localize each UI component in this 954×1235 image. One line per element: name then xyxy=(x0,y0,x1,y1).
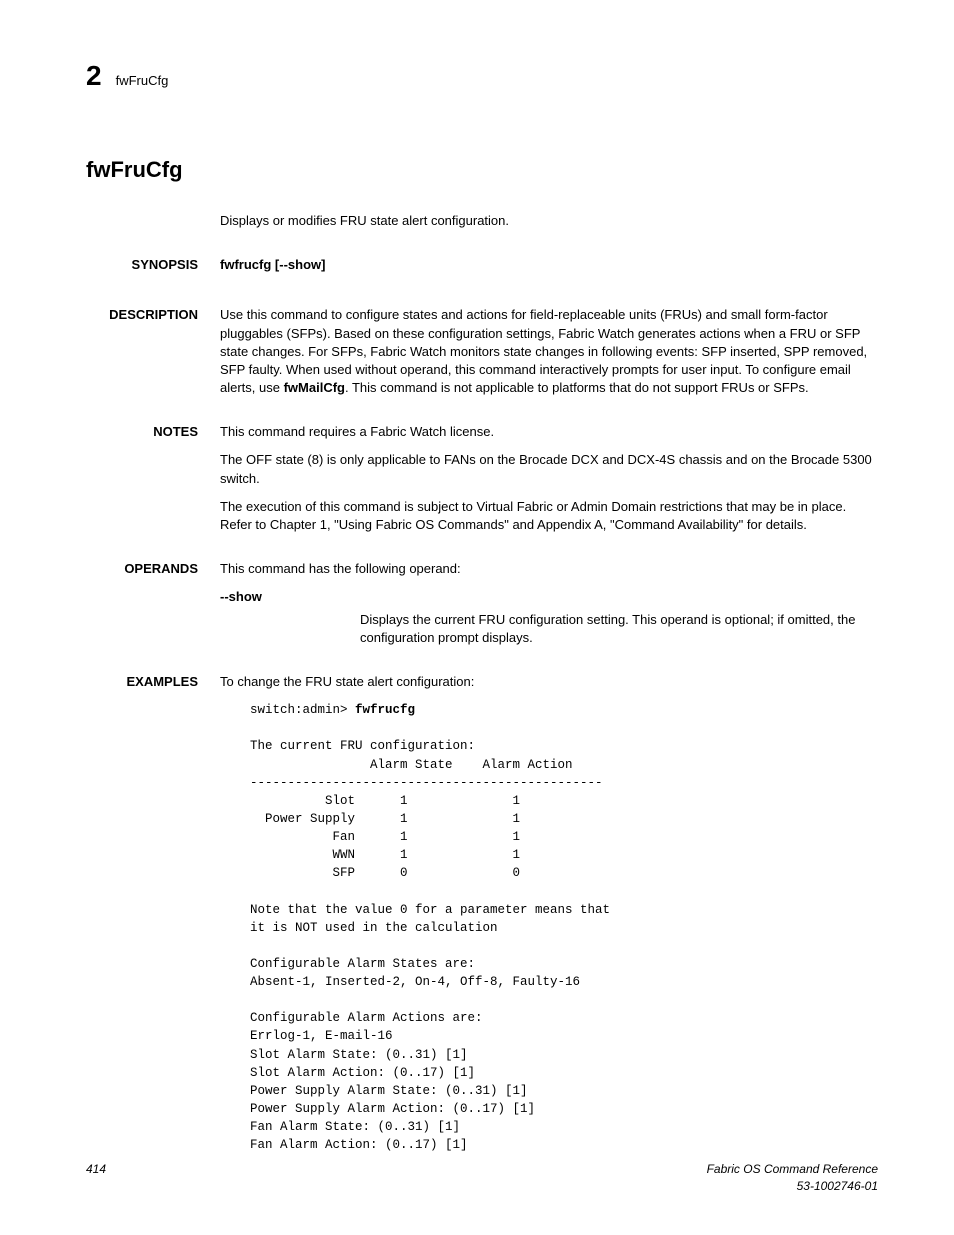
synopsis-cmd: fwfrucfg xyxy=(220,257,271,272)
examples-body: To change the FRU state alert configurat… xyxy=(220,673,878,1154)
examples-label: EXAMPLES xyxy=(86,673,220,1154)
operands-intro: This command has the following operand: xyxy=(220,560,878,578)
operand-description: Displays the current FRU configuration s… xyxy=(360,611,878,647)
synopsis-args: [--show] xyxy=(275,257,326,272)
page-footer: 414 Fabric OS Command Reference 53-10027… xyxy=(86,1161,878,1195)
example-output: The current FRU configuration: Alarm Sta… xyxy=(250,739,610,1152)
operand-name: --show xyxy=(220,588,878,606)
example-code-block: switch:admin> fwfrucfg The current FRU c… xyxy=(250,701,878,1154)
description-text-post: . This command is not applicable to plat… xyxy=(345,380,809,395)
operands-section: OPERANDS This command has the following … xyxy=(86,560,878,647)
example-cmd: fwfrucfg xyxy=(355,703,415,717)
notes-body: This command requires a Fabric Watch lic… xyxy=(220,423,878,544)
examples-intro: To change the FRU state alert configurat… xyxy=(220,673,878,691)
synopsis-body: fwfrucfg [--show] xyxy=(220,256,878,274)
example-prompt: switch:admin> xyxy=(250,703,355,717)
command-title: fwFruCfg xyxy=(86,155,878,186)
description-section: DESCRIPTION Use this command to configur… xyxy=(86,306,878,407)
synopsis-section: SYNOPSIS fwfrucfg [--show] xyxy=(86,256,878,274)
notes-p1: This command requires a Fabric Watch lic… xyxy=(220,423,878,441)
header-command-name: fwFruCfg xyxy=(116,72,169,90)
notes-p3: The execution of this command is subject… xyxy=(220,498,878,534)
description-label: DESCRIPTION xyxy=(86,306,220,407)
description-bold-cmd: fwMailCfg xyxy=(284,380,345,395)
footer-page-number: 414 xyxy=(86,1161,106,1195)
footer-doc-id: 53-1002746-01 xyxy=(707,1178,878,1195)
footer-doc-info: Fabric OS Command Reference 53-1002746-0… xyxy=(707,1161,878,1195)
page-header: 2 fwFruCfg xyxy=(86,56,878,95)
notes-label: NOTES xyxy=(86,423,220,544)
synopsis-label: SYNOPSIS xyxy=(86,256,220,274)
notes-section: NOTES This command requires a Fabric Wat… xyxy=(86,423,878,544)
examples-section: EXAMPLES To change the FRU state alert c… xyxy=(86,673,878,1154)
chapter-number: 2 xyxy=(86,56,102,95)
notes-p2: The OFF state (8) is only applicable to … xyxy=(220,451,878,487)
operands-body: This command has the following operand: … xyxy=(220,560,878,647)
operands-label: OPERANDS xyxy=(86,560,220,647)
command-intro: Displays or modifies FRU state alert con… xyxy=(220,212,878,230)
description-body: Use this command to configure states and… xyxy=(220,306,878,407)
footer-doc-title: Fabric OS Command Reference xyxy=(707,1161,878,1178)
